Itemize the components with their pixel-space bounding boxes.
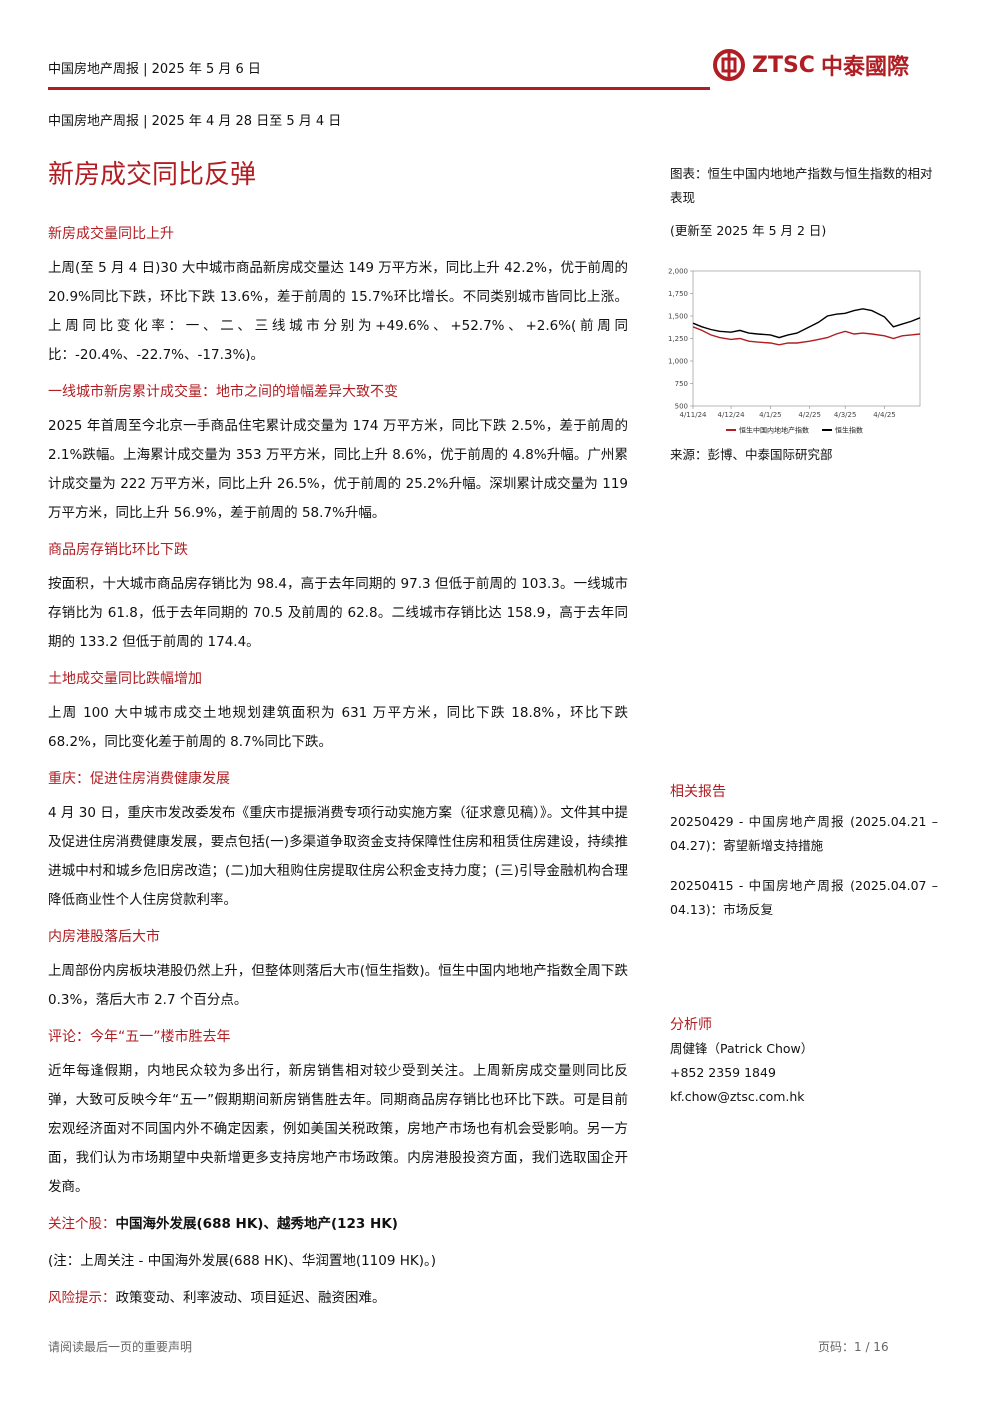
y-tick-label: 1,250 — [668, 335, 688, 343]
y-tick-label: 500 — [675, 403, 688, 411]
x-tick-label: 4/12/24 — [718, 411, 746, 419]
section-heading: 一线城市新房累计成交量：地市之间的增幅差异大致不变 — [48, 384, 398, 400]
analyst-name: 周健锋（Patrick Chow） — [670, 1041, 814, 1056]
paragraph: 4 月 30 日，重庆市发改委发布《重庆市提振消费专项行动实施方案（征求意见稿）… — [48, 805, 628, 908]
y-tick-label: 1,750 — [668, 290, 688, 298]
chart-source: 来源：彭博、中泰国际研究部 — [670, 447, 833, 462]
y-tick-label: 2,000 — [668, 268, 688, 276]
logo-icon — [713, 49, 745, 81]
analyst-heading: 分析师 — [670, 1017, 712, 1033]
related-item: 20250415 - 中国房地产周报 (2025.04.07 – 04.13)：… — [670, 878, 938, 917]
chart: 500 750 1,000 1,250 1,500 1,750 2,000 4/11/24 4/… — [668, 268, 921, 435]
risk: 风险提示：政策变动、利率波动、项目延迟、融资困难。 — [48, 1284, 628, 1313]
y-tick-label: 1,500 — [668, 313, 688, 321]
analyst-email: kf.chow@ztsc.com.hk — [670, 1089, 805, 1104]
legend-label: 恒生指数 — [835, 426, 863, 435]
y-tick-label: 750 — [675, 380, 688, 388]
x-tick-label: 4/2/25 — [798, 411, 821, 419]
header-report: 中国房地产周报 | 2025 年 5 月 6 日 — [48, 62, 261, 77]
legend-label: 恒生中国内地地产指数 — [739, 426, 809, 435]
picks-label: 关注个股： — [48, 1216, 116, 1232]
logo-mark: ZTSC — [752, 52, 815, 78]
related-list: 20250429 - 中国房地产周报 (2025.04.21 – 04.27)：… — [670, 810, 938, 922]
footer-page: 页码：1 / 16 — [818, 1340, 889, 1354]
series-line — [692, 308, 921, 339]
subheader: 中国房地产周报 | 2025 年 4 月 28 日至 5 月 4 日 — [48, 114, 342, 129]
footer-disclaimer: 请阅读最后一页的重要声明 — [48, 1340, 193, 1354]
section-heading: 新房成交量同比上升 — [48, 226, 174, 242]
paragraph: 上周 100 大中城市成交土地规划建筑面积为 631 万平方米，同比下跌 18.… — [48, 705, 628, 750]
paragraph: 按面积，十大城市商品房存销比为 98.4，高于去年同期的 97.3 但低于前周的… — [48, 576, 628, 650]
section-heading: 商品房存销比环比下跌 — [48, 542, 188, 558]
picks: 关注个股：中国海外发展(688 HK)、越秀地产(123 HK) — [48, 1210, 628, 1239]
header-rule — [48, 87, 710, 90]
risk-label: 风险提示： — [48, 1290, 116, 1306]
sections: 新房成交量同比上升上周(至 5 月 4 日)30 大中城市商品新房成交量达 14… — [48, 220, 628, 1202]
risk-text: 政策变动、利率波动、项目延迟、融资困难。 — [115, 1290, 386, 1306]
section-heading: 内房港股落后大市 — [48, 929, 160, 945]
title: 新房成交同比反弹 — [48, 160, 257, 190]
main-column: 新房成交量同比上升上周(至 5 月 4 日)30 大中城市商品新房成交量达 14… — [48, 220, 628, 1321]
section-heading: 重庆：促进住房消费健康发展 — [48, 771, 230, 787]
related-heading: 相关报告 — [670, 784, 726, 800]
note: (注：上周关注 - 中国海外发展(688 HK)、华润置地(1109 HK)。) — [48, 1253, 437, 1269]
paragraph: 上周部份内房板块港股仍然上升，但整体则落后大市(恒生指数)。恒生中国内地地产指数… — [48, 963, 628, 1008]
related-item: 20250429 - 中国房地产周报 (2025.04.21 – 04.27)：… — [670, 814, 938, 853]
analyst-phone: +852 2359 1849 — [670, 1065, 776, 1080]
logo-name: 中泰國際 — [820, 55, 909, 80]
section-heading: 土地成交量同比跌幅增加 — [48, 671, 202, 687]
series-line — [692, 326, 921, 346]
x-tick-label: 4/3/25 — [834, 411, 857, 419]
related-reports: 相关报告 20250429 - 中国房地产周报 (2025.04.21 – 04… — [670, 780, 938, 938]
analyst: 分析师 周健锋（Patrick Chow） +852 2359 1849 kf.… — [670, 1013, 938, 1109]
chart-caption: 图表：恒生中国内地地产指数与恒生指数的相对表现 — [670, 166, 933, 205]
x-tick-label: 4/4/25 — [873, 411, 896, 419]
picks-text: 中国海外发展(688 HK)、越秀地产(123 HK) — [115, 1216, 398, 1232]
x-tick-label: 4/11/24 — [680, 411, 708, 419]
paragraph: 上周(至 5 月 4 日)30 大中城市商品新房成交量达 149 万平方米，同比… — [48, 260, 628, 363]
section-heading: 评论：今年“五一”楼市胜去年 — [48, 1029, 231, 1045]
y-tick-label: 1,000 — [668, 358, 688, 366]
logo: ZTSC 中泰國際 — [712, 48, 909, 82]
x-tick-label: 4/1/25 — [759, 411, 782, 419]
paragraph: 近年每逢假期，内地民众较为多出行，新房销售相对较少受到关注。上周新房成交量则同比… — [48, 1063, 628, 1195]
paragraph: 2025 年首周至今北京一手商品住宅累计成交量为 174 万平方米，同比下跌 2… — [48, 418, 628, 521]
chart-update: (更新至 2025 年 5 月 2 日) — [670, 223, 827, 238]
